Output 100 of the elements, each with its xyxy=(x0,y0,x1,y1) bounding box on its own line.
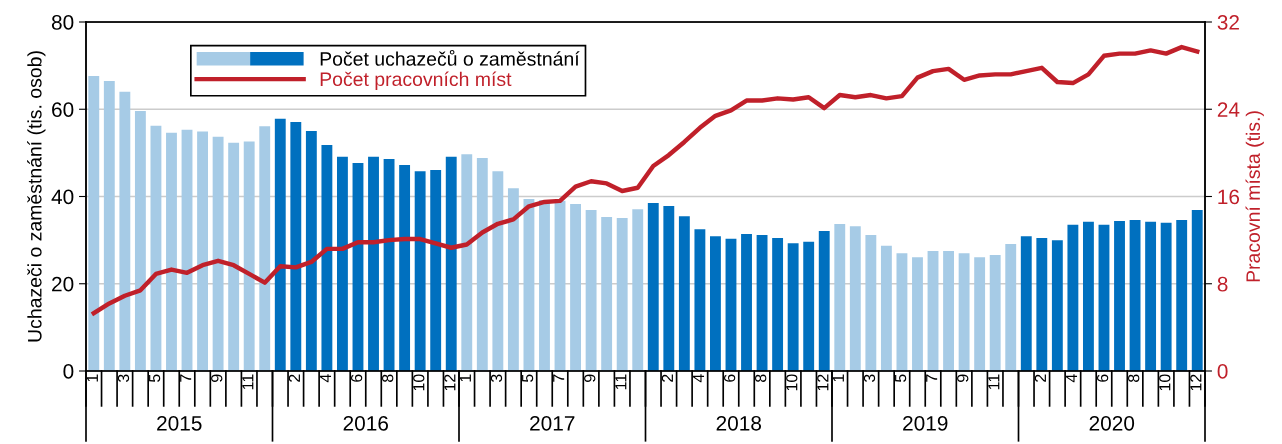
x-tick-label: 9 xyxy=(211,374,223,382)
bar xyxy=(337,156,348,371)
bar xyxy=(1083,221,1094,371)
bar xyxy=(974,257,986,371)
text: 2018 xyxy=(716,415,762,431)
x-tick-label: 7 xyxy=(553,374,565,382)
bar xyxy=(274,118,286,371)
text: 2019 xyxy=(903,415,948,431)
bar xyxy=(1098,224,1110,371)
y-tick-label: 80 xyxy=(51,15,74,30)
x-tick-label: 1 xyxy=(832,374,844,382)
bar xyxy=(430,169,442,371)
bar xyxy=(554,200,566,371)
bar xyxy=(414,171,426,371)
x-tick-label: 11 xyxy=(615,374,627,390)
bar xyxy=(1129,220,1141,371)
x-tick-label: 6 xyxy=(1096,374,1109,382)
bar xyxy=(305,131,317,371)
y-tick-label: 40 xyxy=(51,189,74,205)
bar xyxy=(570,203,581,371)
bar xyxy=(849,226,861,371)
bar xyxy=(259,126,271,371)
x-tick-label: 9 xyxy=(584,374,596,382)
bar xyxy=(927,251,939,371)
bar xyxy=(1067,224,1079,371)
text: 2017 xyxy=(530,415,575,431)
bar xyxy=(601,217,613,371)
bar xyxy=(710,236,721,371)
bar xyxy=(678,216,690,371)
x-tick-label: 6 xyxy=(350,374,363,382)
bar xyxy=(492,171,504,371)
x-tick-label: 2 xyxy=(661,374,673,382)
bar xyxy=(134,111,146,371)
y-tick-label: 60 xyxy=(52,102,74,117)
bar xyxy=(865,234,877,371)
bar xyxy=(321,145,333,371)
bar xyxy=(912,257,923,371)
bar xyxy=(896,253,908,371)
bar xyxy=(880,245,892,371)
bar xyxy=(632,209,644,371)
bar xyxy=(523,199,535,371)
x-tick-label: 7 xyxy=(180,374,192,382)
x-tick-label: 3 xyxy=(863,374,876,383)
bar xyxy=(647,203,659,371)
x-tick-label: 1 xyxy=(86,374,98,382)
bar xyxy=(772,237,784,371)
y-tick-label: 0 xyxy=(63,364,74,379)
y2-tick-label: 32 xyxy=(1217,15,1239,30)
x-tick-label: 11 xyxy=(242,374,254,390)
bar xyxy=(507,188,519,371)
x-tick-label: 2 xyxy=(1034,374,1046,382)
bar xyxy=(943,251,954,371)
bar xyxy=(290,121,302,371)
bar xyxy=(834,223,846,371)
x-tick-label: 12 xyxy=(1190,374,1202,391)
y2-tick-label: 24 xyxy=(1217,102,1240,117)
y-axis-title: Uchazeči o zaměstnání (tis. osob) xyxy=(27,51,46,342)
bar xyxy=(399,165,411,371)
x-tick-label: 7 xyxy=(926,374,938,382)
bar xyxy=(181,129,193,371)
x-tick-label: 4 xyxy=(320,374,332,383)
bar xyxy=(741,234,752,371)
bar xyxy=(616,217,628,371)
x-tick-label: 2 xyxy=(288,374,300,382)
x-tick-label: 4 xyxy=(1066,374,1078,383)
x-tick-label: 3 xyxy=(490,374,503,383)
legend-label: Počet uchazečů o zaměstnání xyxy=(320,49,580,66)
bar xyxy=(197,131,208,371)
text: 2016 xyxy=(343,415,389,431)
x-tick-label: 9 xyxy=(957,374,969,382)
bar xyxy=(150,125,162,371)
x-tick-label: 10 xyxy=(413,374,425,391)
bar xyxy=(725,238,737,371)
line-series xyxy=(91,44,1200,316)
x-tick-label: 1 xyxy=(459,374,471,382)
bar xyxy=(166,132,177,371)
bar xyxy=(958,253,970,371)
bar xyxy=(228,142,240,371)
bar xyxy=(243,141,255,371)
y2-axis-title: Pracovní místa (tis.) xyxy=(1245,111,1264,282)
bar xyxy=(1005,244,1017,371)
x-tick-label: 8 xyxy=(382,374,394,382)
y2-tick-label: 16 xyxy=(1218,189,1240,205)
bar xyxy=(476,158,488,371)
bar xyxy=(756,234,768,371)
x-tick-label: 12 xyxy=(444,374,456,391)
text: 2020 xyxy=(1089,415,1135,431)
x-tick-label: 3 xyxy=(117,374,130,383)
x-tick-label: 4 xyxy=(693,374,705,383)
bar xyxy=(585,210,597,371)
x-tick-label: 8 xyxy=(1128,374,1140,382)
bar xyxy=(461,154,473,371)
bar xyxy=(663,206,675,371)
bar xyxy=(1051,240,1063,371)
x-tick-label: 6 xyxy=(723,374,736,382)
bar xyxy=(1176,220,1188,371)
bar xyxy=(1020,236,1032,371)
x-tick-label: 5 xyxy=(895,374,907,383)
x-tick-label: 8 xyxy=(755,374,767,382)
x-tick-label: 10 xyxy=(786,374,798,391)
